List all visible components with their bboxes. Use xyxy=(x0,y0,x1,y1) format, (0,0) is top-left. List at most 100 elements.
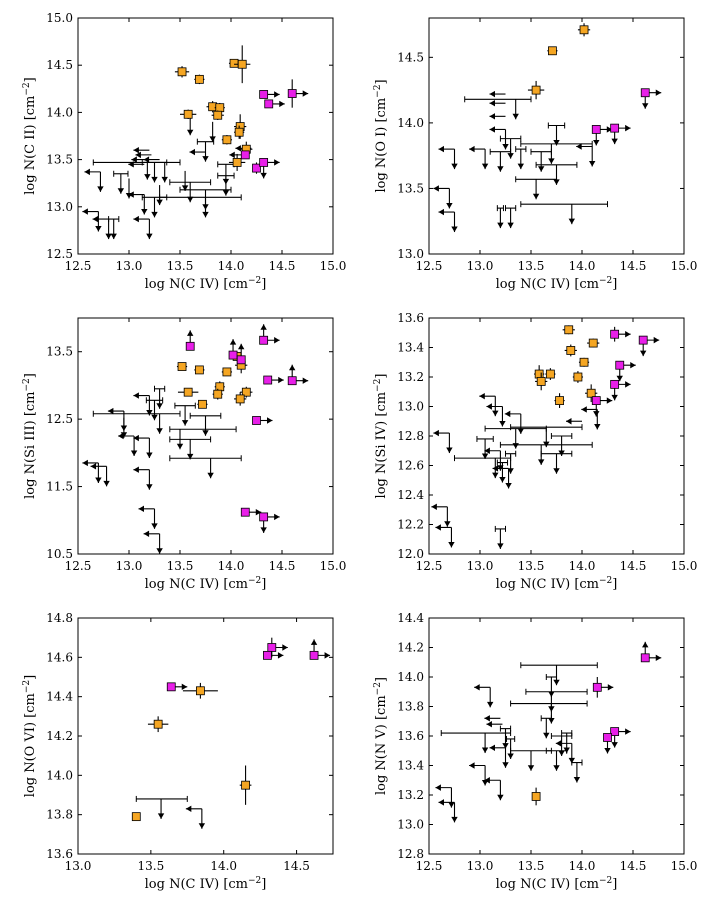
limit-left-arrow-head xyxy=(484,447,490,454)
limit-point xyxy=(550,433,573,456)
limit-point xyxy=(135,795,188,819)
limit-left-arrow-head xyxy=(133,466,139,473)
orange-square-marker xyxy=(183,387,193,397)
right-arrow-head xyxy=(274,91,280,98)
limit-point xyxy=(138,505,158,529)
limit-left-arrow-head xyxy=(133,215,139,223)
limit-point xyxy=(566,418,582,425)
limit-point xyxy=(159,194,242,218)
x-axis-label-text: log N(C IV) [cm xyxy=(145,577,248,592)
limit-point xyxy=(82,208,102,232)
x-tick-label: 14.5 xyxy=(269,259,296,273)
orange-square-marker xyxy=(566,346,576,355)
orange-square-marker xyxy=(177,362,187,371)
limit-point xyxy=(510,747,552,771)
limit-point xyxy=(535,161,578,185)
orange-square-marker xyxy=(536,377,546,386)
limit-left-arrow-head xyxy=(185,805,192,812)
right-arrow-head xyxy=(625,124,631,132)
y-axis-label-text: log N(N V) [cm xyxy=(374,695,389,795)
right-arrow-head xyxy=(606,397,613,404)
panel-middle-left: 12.5 13.0 13.5 14.0 14.5 15.0 10.5 11.5 12.5 13.5… xyxy=(22,317,346,592)
orange-square-marker xyxy=(153,719,163,729)
orange-square-marker xyxy=(183,109,193,119)
orange-point xyxy=(554,393,565,408)
y-tick-label: 13.6 xyxy=(397,311,424,325)
limit-left-arrow-head xyxy=(431,503,437,510)
magenta-square-marker xyxy=(240,150,250,160)
limit-left-arrow-head xyxy=(135,151,141,159)
orange-square-marker xyxy=(545,369,555,379)
limit-down-arrow-head xyxy=(497,794,504,801)
magenta-point xyxy=(252,416,273,425)
limit-left-arrow-head xyxy=(504,410,511,418)
y-axis-label: log N(O VI) [cm−2] xyxy=(22,675,38,797)
magenta-point xyxy=(592,677,614,698)
limit-point xyxy=(506,735,516,759)
y-tick-label: 14.5 xyxy=(46,58,73,72)
magenta-point xyxy=(610,727,631,748)
up-arrow-head xyxy=(187,330,194,336)
right-arrow-head xyxy=(607,684,614,691)
down-arrow-head xyxy=(593,411,600,417)
x-axis-label-sup: −2 xyxy=(248,276,261,286)
up-arrow-head xyxy=(260,324,267,330)
y-axis-label-close: ] xyxy=(23,77,38,82)
limit-left-arrow-head xyxy=(189,148,195,156)
limit-down-arrow-head xyxy=(110,233,117,240)
limit-down-arrow-head xyxy=(202,430,209,436)
magenta-square-marker xyxy=(263,650,272,660)
down-arrow-head xyxy=(260,527,267,533)
limit-point xyxy=(489,113,506,120)
x-axis-label-close: ] xyxy=(612,877,617,892)
magenta-point xyxy=(166,682,188,692)
orange-square-marker xyxy=(531,85,541,95)
limit-point xyxy=(440,730,512,754)
x-tick-label: 14.5 xyxy=(620,559,647,573)
magenta-point xyxy=(263,650,284,660)
limit-point xyxy=(145,397,164,421)
orange-point xyxy=(147,716,169,733)
limit-left-arrow-head xyxy=(469,145,475,153)
y-tick-label: 13.8 xyxy=(397,700,424,714)
limit-left-arrow-head xyxy=(133,392,139,399)
x-tick-label: 12.5 xyxy=(416,259,443,273)
magenta-square-marker xyxy=(640,88,650,98)
limit-left-arrow-head xyxy=(484,777,490,784)
magenta-square-marker xyxy=(240,507,250,517)
orange-point xyxy=(585,384,598,403)
limit-left-arrow-head xyxy=(489,113,495,120)
limit-down-arrow-head xyxy=(492,472,499,479)
limit-point xyxy=(84,168,104,192)
orange-point xyxy=(174,66,190,78)
up-arrow-head xyxy=(289,364,296,371)
magenta-point xyxy=(259,158,280,179)
limit-down-arrow-head xyxy=(594,423,601,430)
limit-down-arrow-head xyxy=(202,211,209,218)
limit-down-arrow-head xyxy=(553,140,560,146)
orange-square-marker xyxy=(548,46,557,56)
limit-left-arrow-head xyxy=(433,429,439,437)
limit-point xyxy=(128,191,148,215)
y-tick-label: 12.8 xyxy=(397,429,424,443)
magenta-point xyxy=(259,512,280,533)
orange-square-marker xyxy=(215,382,225,392)
limit-point xyxy=(435,524,455,548)
orange-square-marker xyxy=(573,372,583,382)
orange-square-marker xyxy=(131,812,141,822)
orange-square-marker xyxy=(235,394,245,404)
x-axis-label-close: ] xyxy=(612,277,617,292)
magenta-square-marker xyxy=(591,396,601,406)
limit-down-arrow-head xyxy=(156,403,163,409)
limit-point xyxy=(489,90,506,98)
limit-down-arrow-head xyxy=(157,813,165,819)
limit-down-arrow-head xyxy=(507,222,514,229)
limit-point xyxy=(492,465,512,489)
magenta-point xyxy=(287,79,309,108)
x-tick-label: 12.5 xyxy=(416,859,443,873)
limit-down-arrow-head xyxy=(517,163,524,170)
y-tick-label: 13.0 xyxy=(46,200,73,214)
y-tick-label: 14.6 xyxy=(46,650,73,664)
limit-down-arrow-head xyxy=(209,136,216,142)
limit-left-arrow-head xyxy=(82,459,88,467)
